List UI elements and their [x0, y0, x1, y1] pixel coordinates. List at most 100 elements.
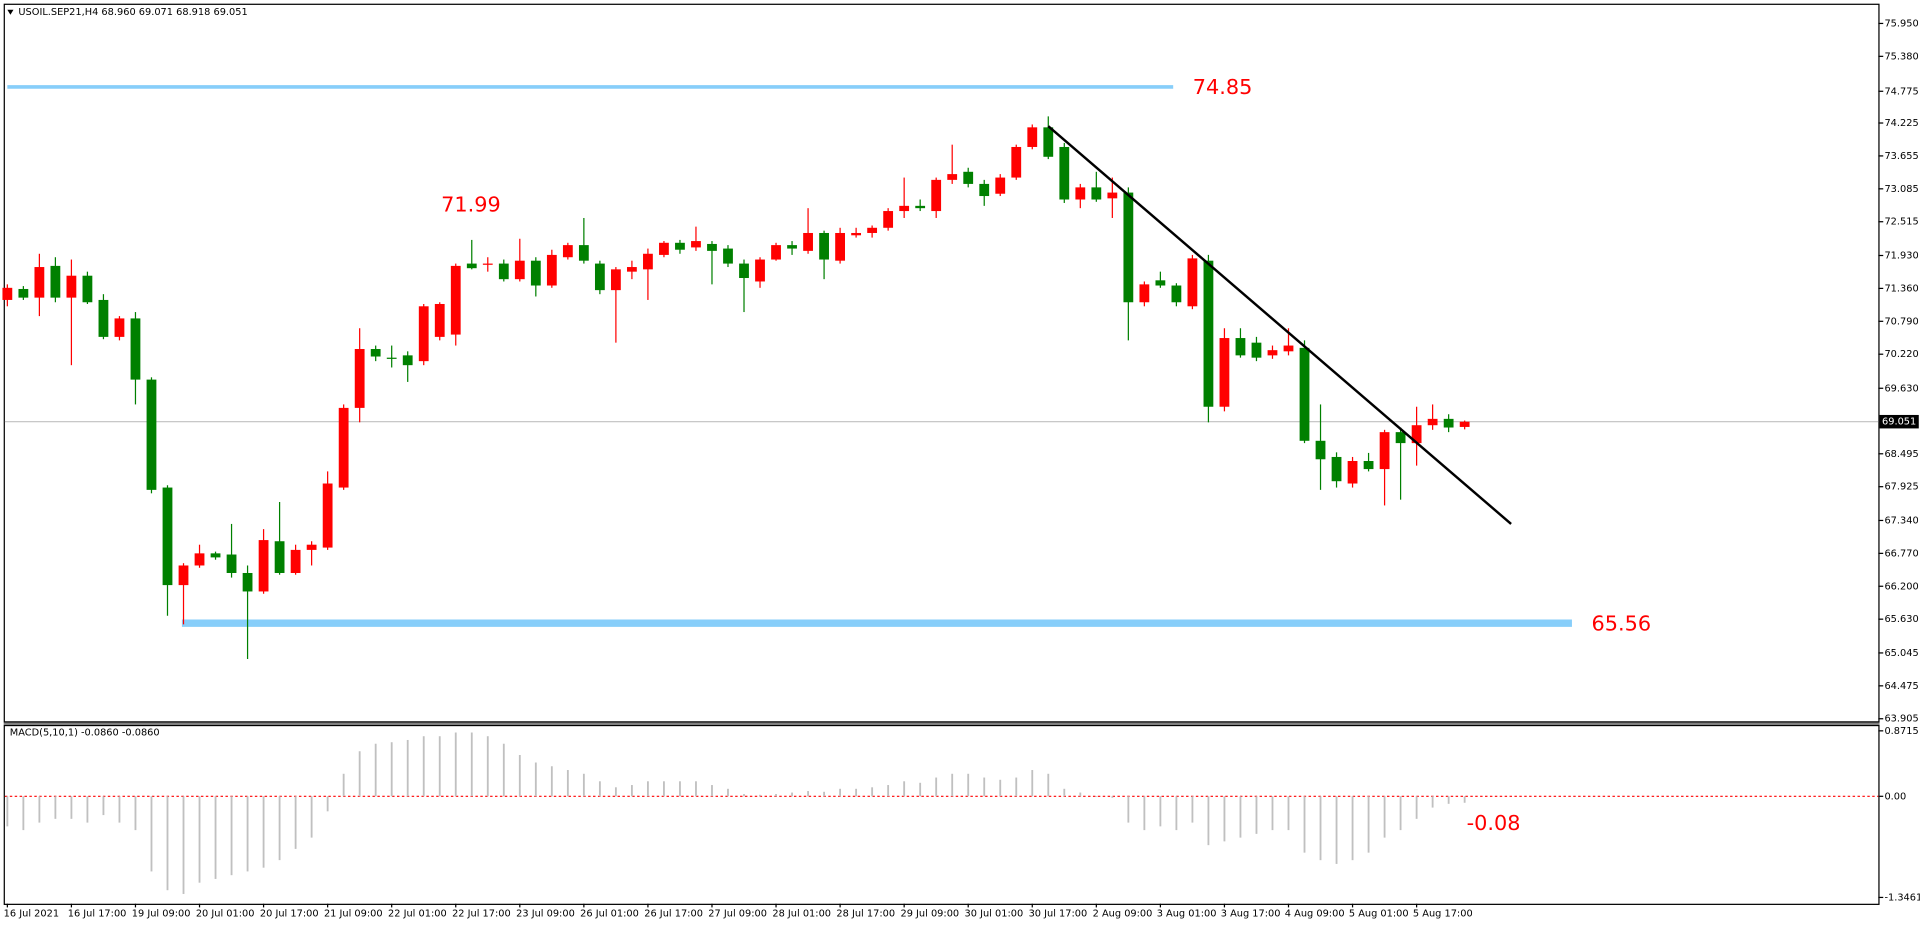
candle-body [242, 572, 253, 592]
candle-body [402, 355, 413, 366]
candle-body [514, 260, 525, 280]
candle-body [1283, 345, 1294, 352]
candle-body [1459, 421, 1470, 427]
macd-title: MACD(5,10,1) -0.0860 -0.0860 [10, 727, 160, 738]
x-tick-label: 19 Jul 09:00 [132, 909, 191, 920]
candle-body [1043, 127, 1054, 157]
candle-body [691, 241, 701, 248]
candle-body [274, 541, 285, 573]
candle-body [899, 205, 910, 212]
candle-body [675, 242, 685, 250]
y-tick-label: 70.220 [1884, 349, 1918, 360]
candle-body [530, 260, 541, 286]
y-tick-label: 75.950 [1884, 18, 1918, 29]
candle-body [867, 227, 878, 233]
candle-body [2, 287, 13, 300]
candle-body [883, 211, 894, 228]
x-tick-label: 28 Jul 01:00 [772, 909, 831, 920]
candle-body [1267, 350, 1278, 356]
candle-body [963, 171, 974, 184]
candle-body [562, 245, 573, 258]
y-tick-label: 65.045 [1884, 648, 1918, 659]
candle-body [755, 259, 765, 282]
y-tick-label: 74.225 [1884, 118, 1918, 129]
candle-body [130, 318, 141, 380]
y-tick-label: 66.770 [1884, 548, 1918, 559]
candle-body [643, 253, 653, 270]
candle-body [723, 248, 733, 264]
candle-body [114, 318, 125, 337]
candle-body [434, 303, 445, 337]
candle-body [707, 243, 717, 251]
candle-body [226, 554, 237, 573]
candle-body [546, 254, 557, 286]
candle-body [210, 553, 221, 558]
candle-body [1363, 461, 1374, 470]
candle-body [178, 565, 189, 586]
candle-body [1331, 456, 1342, 482]
candle-body [1171, 285, 1182, 303]
candle-body [915, 205, 926, 209]
candle-body [1203, 260, 1214, 407]
y-tick-label: 70.790 [1884, 316, 1918, 327]
candle-body [466, 263, 477, 269]
candle-body [194, 553, 205, 566]
trendline [1047, 125, 1512, 525]
x-tick-label: 22 Jul 01:00 [388, 909, 447, 920]
candle-body [1027, 127, 1038, 147]
x-tick-label: 30 Jul 01:00 [965, 909, 1024, 920]
candle-body [819, 232, 829, 260]
candle-body [338, 407, 349, 488]
x-tick-label: 5 Aug 17:00 [1413, 909, 1473, 920]
x-tick-label: 26 Jul 01:00 [580, 909, 639, 920]
candle-body [482, 263, 493, 265]
candle-body [34, 267, 45, 298]
candle-body [322, 483, 333, 548]
candle-body [290, 549, 301, 573]
candle-body [594, 263, 605, 291]
x-tick-label: 22 Jul 17:00 [452, 909, 511, 920]
menu-arrow[interactable] [7, 9, 14, 15]
y-tick-label: 63.905 [1884, 714, 1918, 725]
candle-body [851, 232, 862, 236]
x-tick-label: 2 Aug 09:00 [1093, 909, 1153, 920]
candle-body [995, 177, 1006, 194]
candle-body [803, 232, 813, 251]
y-tick-label: 65.630 [1884, 614, 1918, 625]
candle-body [98, 299, 109, 337]
y-tick-label: 71.930 [1884, 250, 1918, 261]
x-tick-label: 23 Jul 09:00 [516, 909, 575, 920]
x-tick-label: 3 Aug 01:00 [1157, 909, 1217, 920]
y-tick-label: 67.925 [1884, 482, 1918, 493]
candle-body [18, 288, 29, 298]
candle-body [947, 174, 958, 180]
x-tick-label: 29 Jul 09:00 [900, 909, 959, 920]
candle-body [1011, 146, 1022, 178]
y-tick-label: 72.515 [1884, 217, 1918, 228]
candle-body [1411, 425, 1422, 444]
candle-body [354, 349, 365, 408]
x-tick-label: 26 Jul 17:00 [644, 909, 703, 920]
candle-body [1107, 192, 1118, 199]
candle-body [146, 379, 157, 490]
candle-body [627, 267, 637, 272]
candle-body [306, 544, 317, 550]
y-tick-label: 69.630 [1884, 383, 1918, 394]
macd-panel [3, 724, 1880, 905]
candle-body [450, 265, 461, 335]
y-tick-label: 0.8715 [1884, 726, 1918, 737]
main-panel [3, 3, 1880, 723]
candle-body [1251, 342, 1262, 358]
annotation: 71.99 [441, 193, 501, 217]
x-tick-label: 27 Jul 09:00 [708, 909, 767, 920]
candle-body [66, 275, 77, 298]
y-tick-label: 66.200 [1884, 581, 1918, 592]
x-tick-label: 16 Jul 2021 [4, 909, 59, 920]
candle-body [162, 487, 173, 586]
x-tick-label: 16 Jul 17:00 [68, 909, 127, 920]
candle-body [386, 357, 397, 359]
candle-body [1219, 338, 1230, 407]
x-tick-label: 28 Jul 17:00 [836, 909, 895, 920]
candle-body [1315, 440, 1326, 460]
